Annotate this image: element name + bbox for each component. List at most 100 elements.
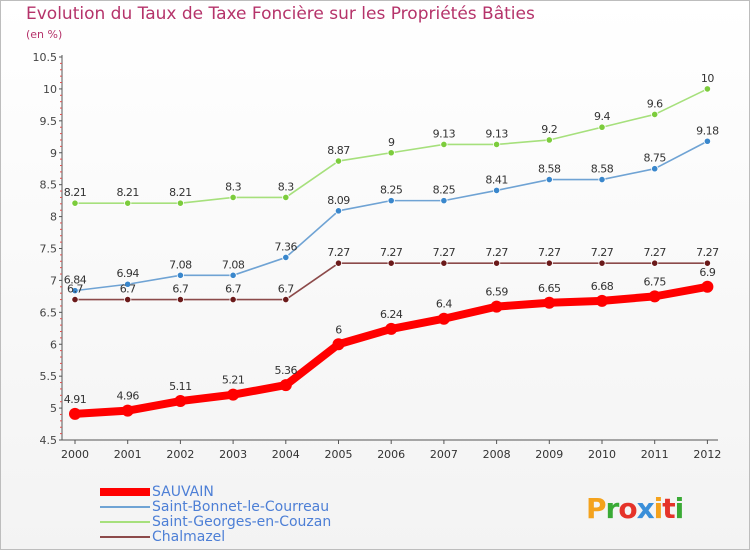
data-label: 10: [701, 72, 714, 85]
data-point: [332, 338, 345, 351]
data-label: 8.21: [116, 186, 139, 199]
legend-label: Saint-Bonnet-le-Courreau: [152, 499, 330, 515]
x-tick-label: 2012: [693, 448, 721, 461]
data-label: 5.21: [222, 374, 245, 387]
data-label: 7.27: [433, 246, 456, 259]
y-tick-label: 5.5: [40, 370, 58, 383]
y-tick-label: 7.5: [40, 243, 58, 256]
proxiti-logo: Proxiti: [586, 492, 685, 525]
data-label: 9.13: [485, 127, 508, 140]
y-tick-label: 9: [50, 147, 57, 160]
data-label: 6.65: [538, 282, 561, 295]
x-tick-label: 2009: [535, 448, 563, 461]
data-point: [71, 295, 79, 304]
data-label: 8.41: [485, 173, 508, 186]
data-label: 7.27: [591, 246, 614, 259]
data-point: [651, 259, 659, 267]
data-label: 7.27: [485, 246, 508, 259]
data-label: 8.87: [327, 144, 350, 157]
data-point: [121, 404, 134, 417]
data-point: [124, 295, 132, 304]
data-point: [282, 295, 290, 304]
data-point: [545, 175, 553, 184]
data-point: [703, 137, 712, 145]
legend-label: SAUVAIN: [152, 484, 214, 500]
data-point: [545, 136, 553, 144]
x-tick-label: 2010: [588, 448, 616, 461]
data-label: 8.25: [433, 184, 456, 197]
data-label: 6: [335, 323, 342, 336]
data-label: 7.08: [169, 258, 192, 271]
logo-letter: i: [674, 492, 685, 525]
data-label: 9.6: [647, 97, 663, 110]
legend-label: Saint-Georges-en-Couzan: [152, 514, 332, 530]
data-point: [387, 259, 395, 267]
data-label: 6.68: [591, 280, 614, 293]
legend-swatch: [100, 488, 150, 496]
y-tick-label: 8: [50, 211, 57, 224]
y-tick-label: 9.5: [40, 115, 58, 128]
legend-label: Chalmazel: [152, 529, 226, 545]
logo-letter: o: [618, 492, 637, 525]
chart-title: Evolution du Taux de Taxe Foncière sur l…: [26, 4, 535, 24]
data-point: [334, 259, 343, 267]
data-label: 9.18: [696, 124, 719, 137]
data-label: 9.4: [594, 110, 610, 123]
data-label: 6.24: [380, 308, 403, 321]
data-point: [334, 157, 343, 165]
data-label: 8.58: [538, 163, 561, 176]
data-point: [648, 290, 661, 303]
series-line: [71, 282, 712, 418]
data-label: 6.7: [67, 283, 83, 296]
data-point: [598, 175, 606, 184]
y-tick-label: 8.5: [40, 179, 58, 192]
data-point: [490, 300, 503, 313]
logo-letter: x: [636, 492, 655, 525]
data-point: [176, 295, 184, 304]
data-point: [440, 197, 448, 205]
data-point: [282, 193, 290, 202]
data-point: [651, 110, 659, 119]
y-tick-label: 6: [50, 338, 57, 351]
data-point: [71, 287, 79, 295]
logo-letter: i: [653, 492, 664, 525]
data-label: 4.91: [64, 393, 87, 406]
data-label: 7.27: [643, 246, 666, 259]
data-point: [71, 199, 79, 207]
x-tick-label: 2005: [325, 448, 353, 461]
data-point: [651, 165, 659, 173]
x-tick-label: 2002: [166, 448, 194, 461]
data-point: [492, 186, 501, 195]
data-point: [227, 388, 240, 401]
data-label: 7.27: [380, 246, 403, 259]
data-label: 5.11: [169, 380, 192, 393]
data-point: [596, 294, 608, 307]
data-point: [492, 259, 501, 267]
data-label: 6.4: [436, 298, 452, 311]
data-label: 8.21: [169, 186, 192, 199]
data-point: [282, 253, 290, 262]
data-point: [385, 322, 398, 335]
x-tick-label: 2004: [272, 448, 300, 461]
data-label: 8.3: [278, 180, 294, 193]
y-tick-label: 10: [43, 83, 57, 96]
data-label: 8.25: [380, 184, 403, 197]
data-label: 6.59: [485, 286, 508, 299]
y-tick-label: 5: [50, 402, 57, 415]
data-label: 8.3: [225, 180, 241, 193]
data-point: [543, 296, 556, 309]
data-point: [229, 271, 237, 279]
legend-swatch: [100, 506, 150, 508]
data-point: [174, 395, 187, 408]
data-point: [334, 207, 343, 215]
data-label: 6.9: [699, 266, 715, 279]
y-tick-label: 6.5: [40, 306, 58, 319]
data-point: [598, 123, 606, 131]
data-label: 7.27: [538, 246, 561, 259]
data-label: 6.7: [278, 283, 294, 296]
data-label: 6.84: [64, 274, 87, 287]
chart-subtitle: (en %): [26, 28, 63, 41]
logo-letter: r: [605, 492, 620, 525]
